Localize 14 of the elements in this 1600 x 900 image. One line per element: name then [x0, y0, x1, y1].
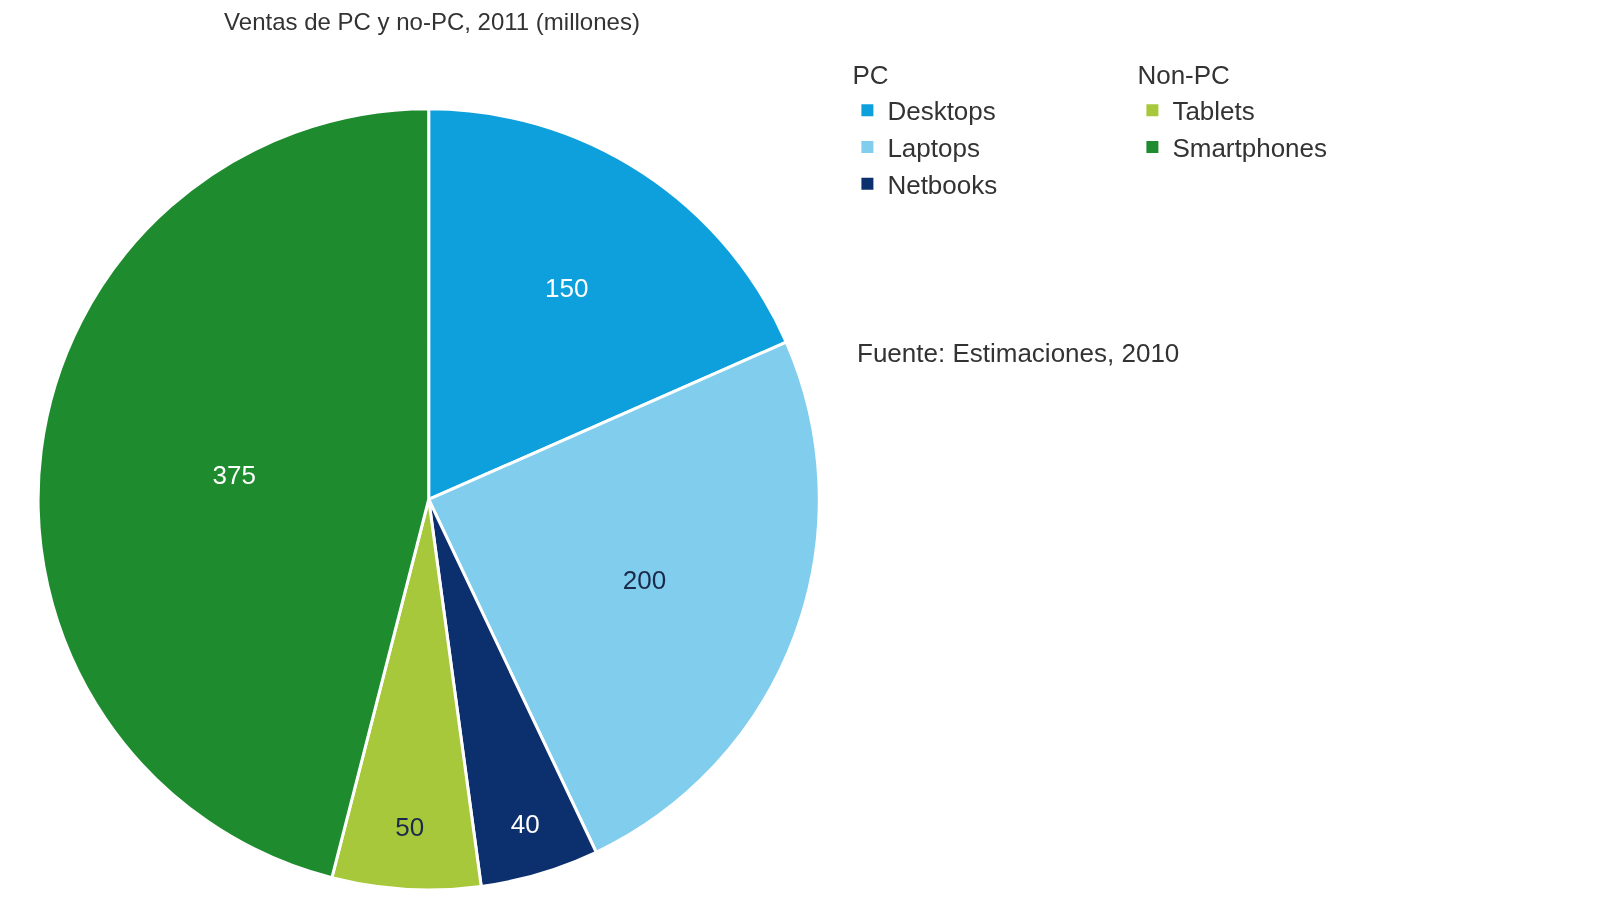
data-label: 150 [545, 272, 589, 303]
legend-label: Desktops [887, 96, 996, 127]
legend-label: Smartphones [1172, 133, 1328, 164]
data-label: 375 [212, 459, 256, 490]
legend-label: Netbooks [887, 169, 998, 200]
legend-label: Laptops [887, 133, 980, 164]
chart-title: Ventas de PC y no-PC, 2011 (millones) [224, 8, 640, 36]
data-label: 40 [510, 808, 540, 839]
data-label: 50 [395, 811, 425, 842]
text: Non-PC [1137, 59, 1230, 90]
source-note: Fuente: Estimaciones, 2010 [857, 338, 1180, 368]
legend-label: Tablets [1172, 96, 1255, 127]
data-label: 200 [622, 564, 667, 595]
text: PC [852, 59, 889, 90]
